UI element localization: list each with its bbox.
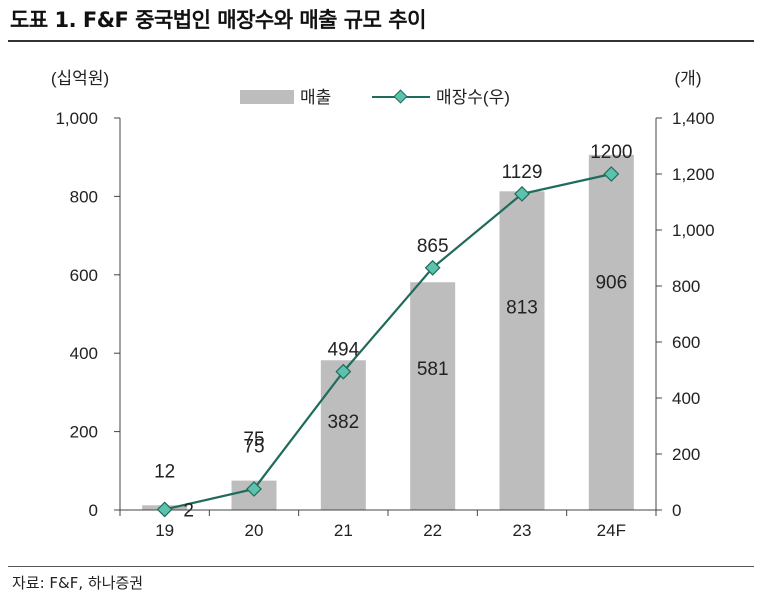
legend-line-label: 매장수(우) [436, 88, 510, 107]
bar-24F [588, 154, 634, 510]
bar-value-label: 382 [327, 412, 359, 433]
bar-23 [499, 191, 545, 510]
chart-title: 도표 1. F&F 중국법인 매장수와 매출 규모 추이 [10, 8, 426, 32]
left-axis-label: (십억원) [51, 69, 109, 88]
right-tick-label: 0 [672, 501, 681, 520]
left-tick-label: 600 [70, 266, 98, 285]
bar-22 [410, 282, 456, 510]
left-tick-label: 200 [70, 423, 98, 442]
footer-rule [8, 566, 754, 567]
left-tick-label: 800 [70, 187, 98, 206]
legend-bar-label: 매출 [300, 88, 331, 107]
left-tick-label: 0 [89, 501, 98, 520]
right-tick-label: 600 [672, 333, 700, 352]
x-tick-label: 23 [513, 521, 532, 540]
x-tick-label: 21 [334, 521, 353, 540]
bar-value-label: 75 [243, 437, 264, 458]
right-tick-label: 1,200 [672, 165, 715, 184]
source-note: 자료: F&F, 하나증권 [12, 574, 144, 592]
x-tick-label: 22 [423, 521, 442, 540]
x-tick-label: 24F [597, 521, 626, 540]
title-rule [8, 40, 754, 42]
chart: (십억원) (개) 매출 매장수(우) 0 200 400 600 800 1,000 0 2… [51, 69, 715, 540]
store-count-marker-21 [335, 363, 352, 380]
right-tick-label: 400 [672, 389, 700, 408]
line-value-label: 75 [243, 429, 264, 450]
store-count-marker-20 [246, 481, 262, 497]
store-count-line [164, 172, 612, 511]
store-count-marker-24F [603, 166, 620, 182]
x-tick-label: 19 [155, 521, 174, 540]
legend-bar-swatch [240, 90, 294, 104]
x-tick-label: 20 [245, 521, 264, 540]
bar-value-label: 12 [154, 461, 175, 482]
store-count-marker-23 [514, 185, 530, 202]
right-tick-label: 1,400 [672, 109, 715, 128]
right-axis-label: (개) [675, 69, 702, 88]
line-value-label: 1129 [502, 162, 543, 183]
bar-value-label: 813 [506, 297, 538, 318]
store-count-marker-19 [156, 501, 173, 518]
store-count-marker-22 [424, 259, 441, 276]
line-value-label: 2 [183, 500, 194, 521]
right-tick-label: 200 [672, 445, 700, 464]
legend-line-marker [393, 89, 408, 104]
bar-value-label: 906 [595, 272, 627, 293]
line-value-label: 865 [417, 236, 449, 257]
bar-value-label: 581 [417, 359, 449, 380]
left-tick-label: 400 [70, 344, 98, 363]
bar-21 [320, 360, 366, 510]
left-tick-label: 1,000 [55, 109, 98, 128]
line-value-label: 494 [327, 340, 359, 361]
right-tick-label: 1,000 [672, 221, 715, 240]
line-value-label: 1200 [590, 142, 632, 163]
right-tick-label: 800 [672, 277, 700, 296]
